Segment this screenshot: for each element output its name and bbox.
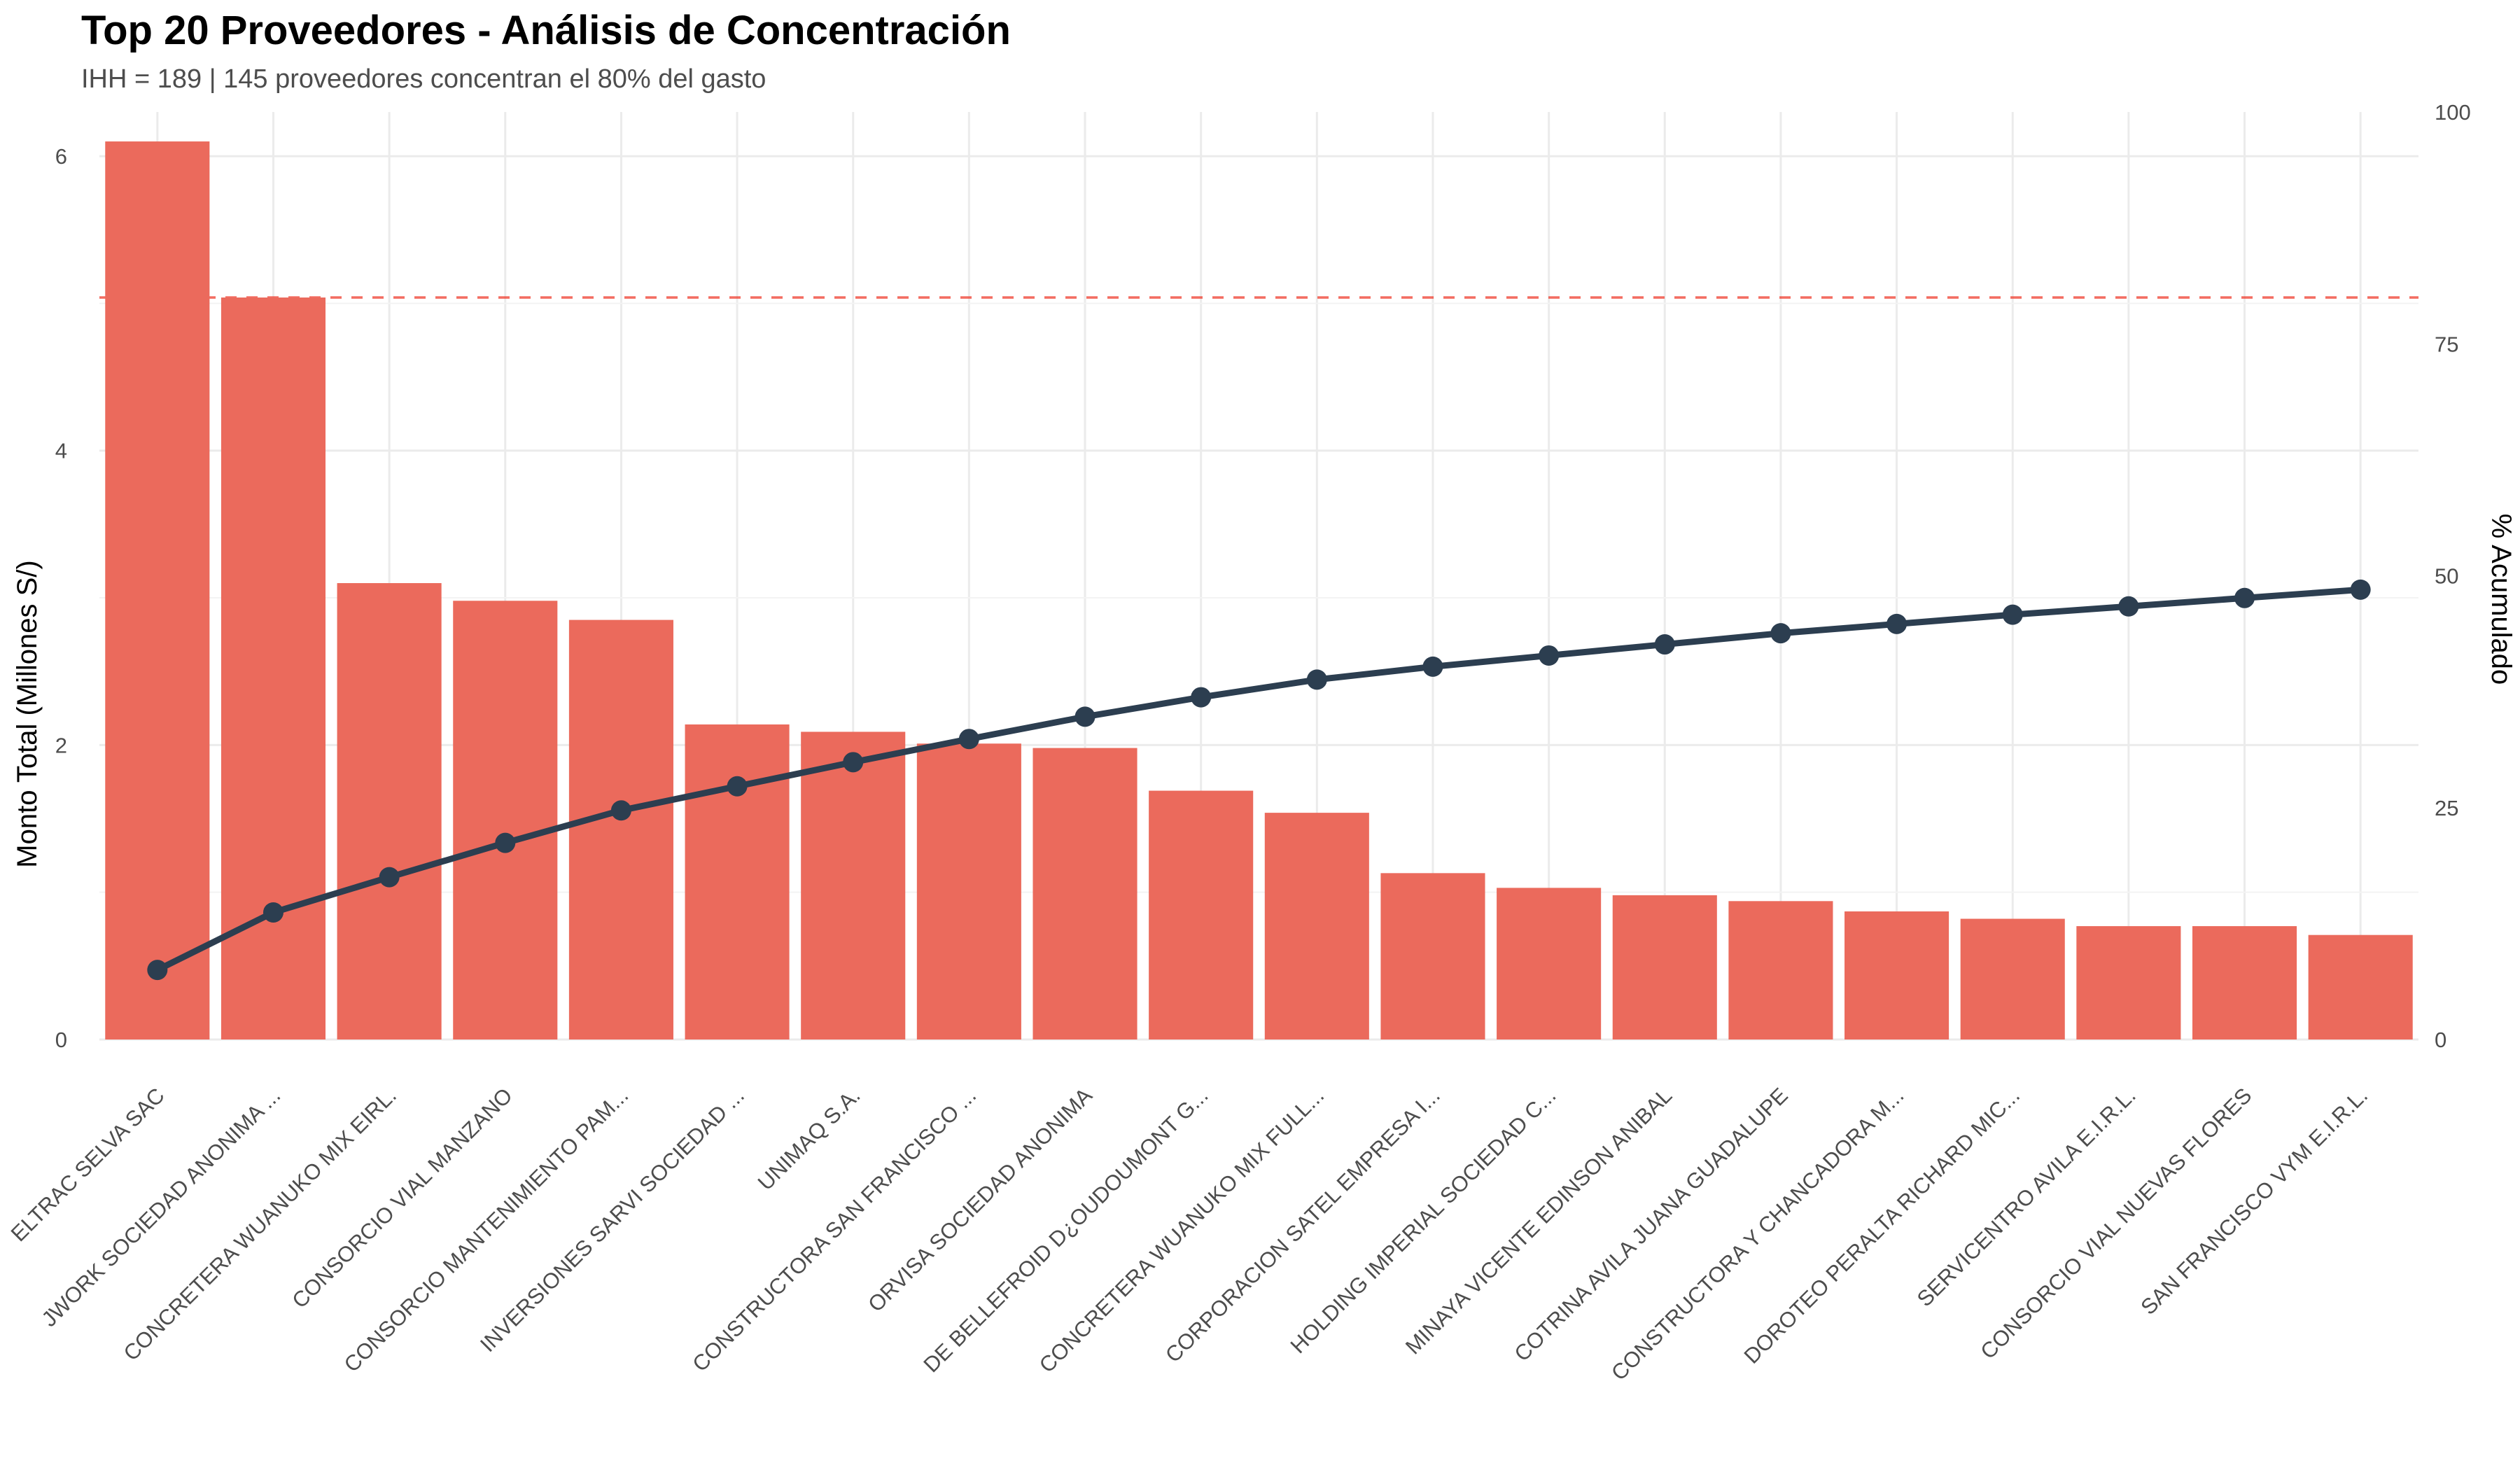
y2-tick-label: 100	[2435, 100, 2471, 125]
bar	[1960, 918, 2065, 1040]
bar	[337, 583, 442, 1040]
bar	[1264, 813, 1369, 1040]
cumulative-point	[1770, 623, 1791, 644]
bar	[2308, 934, 2413, 1040]
bar	[1844, 911, 1949, 1040]
bar	[1728, 901, 1833, 1040]
y2-tick-label: 25	[2435, 796, 2458, 820]
y-tick-label: 0	[55, 1028, 67, 1052]
cumulative-point	[610, 800, 631, 821]
bar	[568, 620, 673, 1040]
x-tick-label: JWORK SOCIEDAD ANONIMA ...	[37, 1083, 286, 1331]
bar	[916, 743, 1021, 1040]
x-tick-label: SAN FRANCISCO VYM E.I.R.L.	[2136, 1083, 2372, 1320]
x-tick-label: CONSORCIO VIAL MANZANO	[287, 1083, 517, 1312]
grid	[99, 112, 2418, 1041]
bar	[1032, 748, 1138, 1040]
bar	[1497, 888, 1602, 1040]
bar	[685, 724, 790, 1040]
cumulative-point	[1191, 687, 1212, 708]
cumulative-point	[1306, 669, 1327, 690]
bar	[801, 732, 906, 1040]
x-tick-label: HOLDING IMPERIAL SOCIEDAD C...	[1286, 1083, 1561, 1358]
bar	[105, 141, 210, 1040]
x-tick-label: ORVISA SOCIEDAD ANONIMA	[863, 1083, 1097, 1317]
x-tick-label: UNIMAQ S.A.	[753, 1083, 865, 1195]
chart-subtitle: IHH = 189 | 145 proveedores concentran e…	[81, 64, 766, 94]
cumulative-point	[1422, 656, 1443, 677]
bar	[2192, 926, 2297, 1040]
chart-title: Top 20 Proveedores - Análisis de Concent…	[81, 8, 1011, 53]
cumulative-point	[1886, 613, 1907, 634]
cumulative-point	[843, 752, 864, 773]
cumulative-point	[2002, 604, 2023, 625]
y-axis-title: Monto Total (Millones S/)	[12, 560, 43, 867]
x-tick-label: SERVICENTRO AVILA E.I.R.L.	[1912, 1083, 2141, 1311]
x-tick-label: INVERSIONES SARVI SOCIEDAD ...	[475, 1083, 749, 1357]
y2-tick-label: 50	[2435, 564, 2458, 589]
bars	[105, 141, 2413, 1040]
cumulative-point	[495, 832, 516, 853]
bar	[453, 601, 558, 1040]
y-tick-label: 6	[55, 144, 67, 169]
bar	[1380, 873, 1485, 1040]
cumulative-point	[379, 867, 400, 888]
cumulative-point	[147, 960, 168, 981]
bar	[2076, 926, 2181, 1040]
cumulative-point	[1074, 706, 1096, 727]
x-tick-label: MINAYA VICENTE EDINSON ANIBAL	[1401, 1083, 1676, 1359]
y-tick-label: 4	[55, 439, 67, 463]
cumulative-point	[1539, 645, 1560, 666]
cumulative-point	[262, 902, 284, 923]
cumulative-point	[727, 776, 748, 797]
bar	[1149, 790, 1254, 1040]
cumulative-point	[2234, 587, 2255, 608]
cumulative-line-path	[154, 586, 2364, 974]
cumulative-line	[147, 579, 2371, 981]
bar	[1612, 895, 1717, 1040]
y-tick-label: 2	[55, 733, 67, 757]
y2-tick-label: 0	[2435, 1028, 2446, 1052]
cumulative-point	[958, 729, 979, 750]
cumulative-point	[2350, 579, 2371, 600]
y2-axis-title: % Acumulado	[2486, 514, 2516, 685]
cumulative-point	[2118, 596, 2139, 617]
cumulative-point	[1654, 634, 1675, 655]
y2-tick-label: 75	[2435, 332, 2458, 356]
